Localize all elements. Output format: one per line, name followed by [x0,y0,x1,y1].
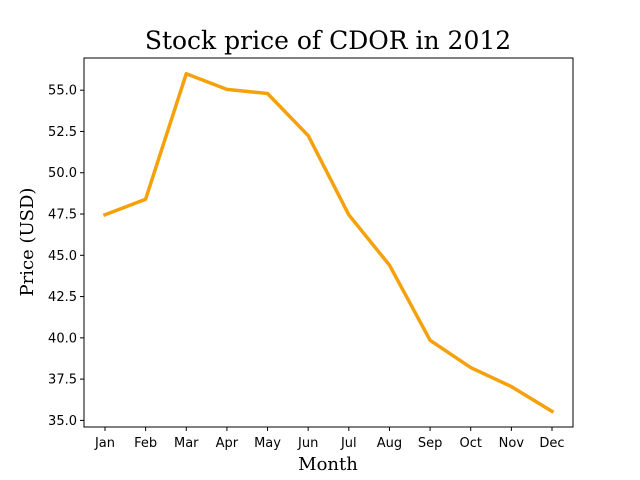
x-tick-label: Oct [459,436,481,451]
y-tick-label: 42.5 [48,290,77,305]
y-tick-label: 47.5 [48,208,77,223]
x-tick-label: Apr [216,436,239,451]
x-axis-ticks: Jan Feb Mar Apr May Jun Jul Aug Sep Oct Nov Dec [94,427,565,451]
y-tick-label: 35.0 [48,414,77,429]
y-tick-label: 45.0 [48,249,77,264]
x-axis-label: Month [298,454,358,475]
y-tick-label: 52.5 [48,125,77,140]
y-tick-label: 40.0 [48,331,77,346]
x-tick-label: Feb [134,436,157,451]
y-axis-ticks: 35.0 37.5 40.0 42.5 45.0 47.5 50.0 52.5 55.0 [48,84,84,429]
x-tick-label: Jul [340,436,357,451]
x-tick-label: Nov [499,436,525,451]
x-tick-label: Aug [377,436,402,451]
series-line [102,71,555,414]
plot-area [102,71,555,414]
x-tick-label: Sep [418,436,443,451]
x-tick-label: May [254,436,281,451]
y-tick-label: 37.5 [48,373,77,388]
x-tick-label: Jun [297,436,318,451]
x-tick-label: Jan [94,436,115,451]
y-axis-label: Price (USD) [17,188,38,297]
x-tick-label: Dec [539,436,564,451]
x-tick-label: Mar [174,436,199,451]
y-tick-label: 55.0 [48,84,77,99]
plot-frame [83,57,574,428]
chart-title: Stock price of CDOR in 2012 [145,26,511,55]
y-tick-label: 50.0 [48,166,77,181]
